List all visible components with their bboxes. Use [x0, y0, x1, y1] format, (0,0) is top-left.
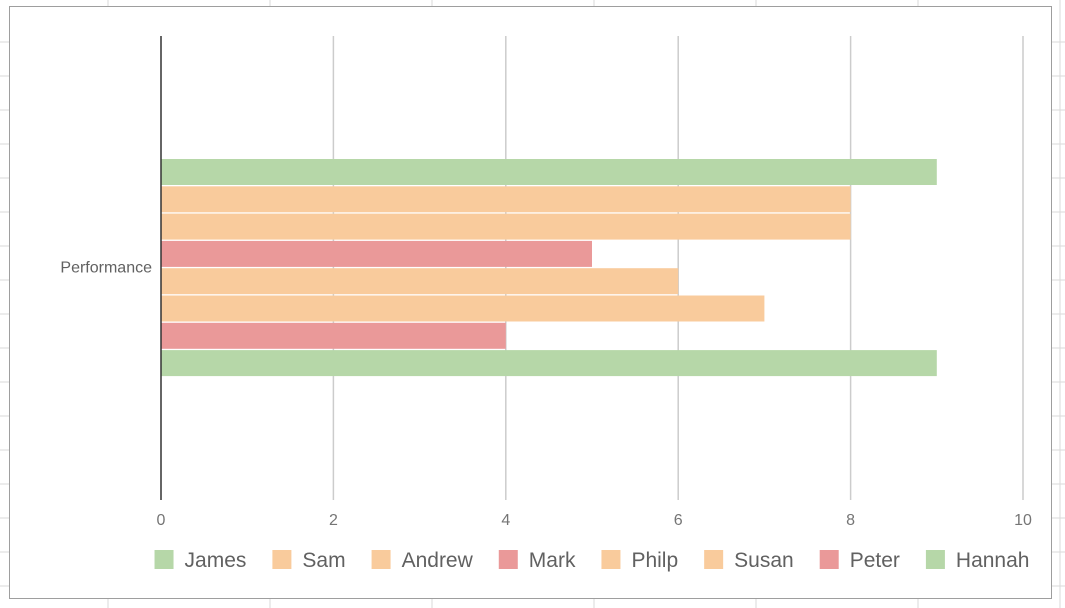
legend-swatch-sam[interactable]	[272, 550, 292, 569]
legend-label-susan[interactable]: Susan	[734, 549, 794, 572]
x-tick-label-4: 4	[501, 512, 510, 529]
category-label: Performance	[60, 260, 152, 277]
x-tick-label-10: 10	[1014, 512, 1032, 529]
x-tick-label-8: 8	[846, 512, 855, 529]
legend-swatch-philp[interactable]	[601, 550, 621, 569]
x-tick-label-2: 2	[329, 512, 338, 529]
legend-swatch-hannah[interactable]	[925, 550, 945, 569]
legend-label-andrew[interactable]: Andrew	[402, 549, 474, 572]
bar-james[interactable]	[161, 159, 937, 185]
legend-label-philp[interactable]: Philp	[631, 549, 678, 572]
legend-label-mark[interactable]: Mark	[529, 549, 576, 572]
legend-label-sam[interactable]: Sam	[302, 549, 345, 572]
bar-susan[interactable]	[161, 295, 765, 322]
bar-sam[interactable]	[161, 186, 851, 213]
legend-swatch-mark[interactable]	[498, 550, 518, 569]
legend-label-james[interactable]: James	[185, 549, 247, 572]
bar-hannah[interactable]	[161, 350, 937, 377]
x-tick-label-6: 6	[674, 512, 683, 529]
bar-mark[interactable]	[161, 240, 592, 267]
bar-philp[interactable]	[161, 268, 679, 295]
legend-swatch-peter[interactable]	[819, 550, 839, 569]
legend-swatch-james[interactable]	[154, 550, 174, 569]
legend-swatch-andrew[interactable]	[371, 550, 391, 569]
bar-andrew[interactable]	[161, 213, 851, 240]
legend-swatch-susan[interactable]	[704, 550, 724, 569]
legend-label-peter[interactable]: Peter	[850, 549, 900, 572]
bar-peter[interactable]	[161, 322, 506, 349]
legend-label-hannah[interactable]: Hannah	[956, 549, 1030, 572]
x-tick-label-0: 0	[157, 512, 166, 529]
